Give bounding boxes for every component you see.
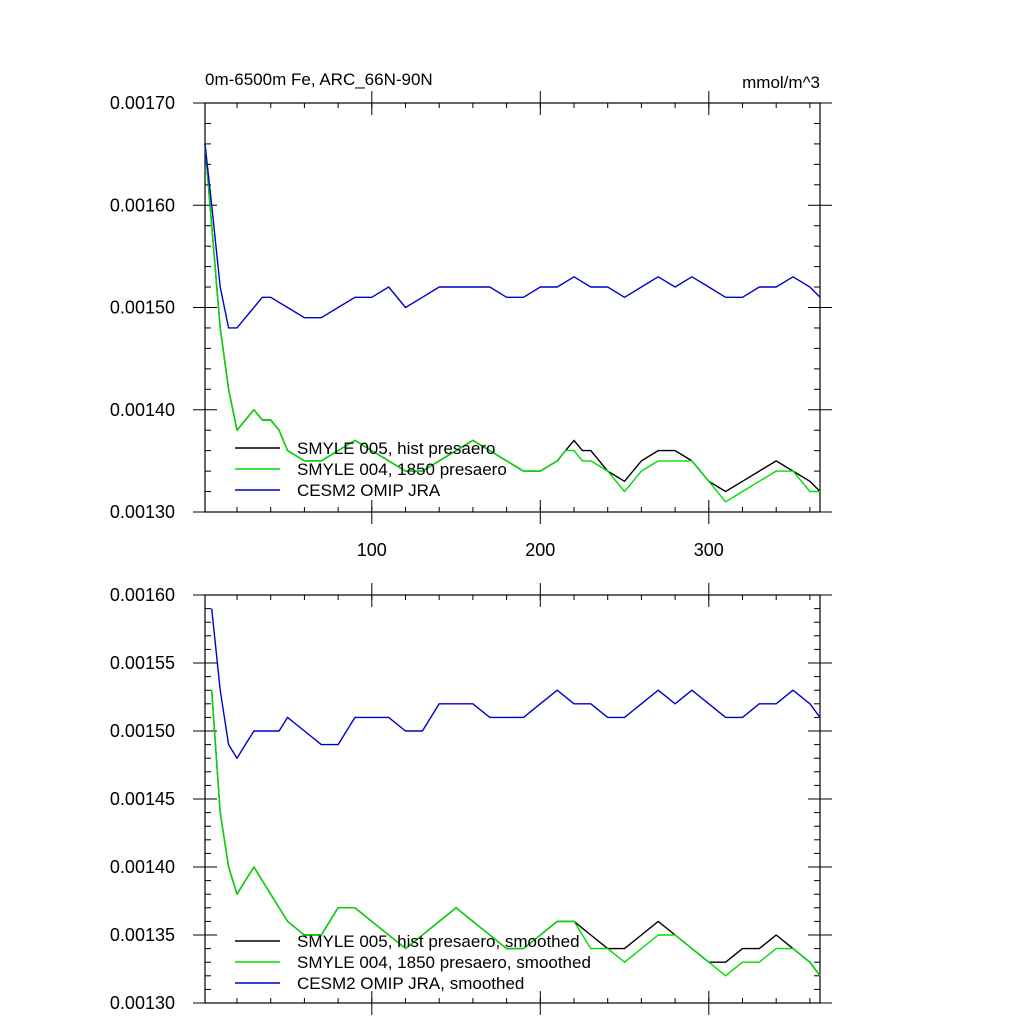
- legend-label: SMYLE 004, 1850 presaero: [297, 460, 507, 479]
- legend-label: CESM2 OMIP JRA, smoothed: [297, 974, 524, 993]
- x-tick-label: 100: [357, 540, 387, 560]
- y-tick-label: 0.00130: [110, 993, 175, 1013]
- y-tick-label: 0.00145: [110, 789, 175, 809]
- y-tick-label: 0.00130: [110, 502, 175, 522]
- x-tick-label: 200: [525, 540, 555, 560]
- series-line-2: [204, 143, 820, 503]
- legend-label: SMYLE 005, hist presaero: [297, 439, 495, 458]
- y-tick-label: 0.00160: [110, 195, 175, 215]
- series-line-2: [211, 690, 821, 977]
- chart-units: mmol/m^3: [742, 73, 820, 92]
- y-tick-label: 0.00160: [110, 585, 175, 605]
- y-tick-label: 0.00140: [110, 857, 175, 877]
- y-tick-label: 0.00135: [110, 925, 175, 945]
- legend-label: SMYLE 005, hist presaero, smoothed: [297, 932, 580, 951]
- series-line-3: [204, 143, 821, 329]
- y-tick-label: 0.00155: [110, 653, 175, 673]
- top-panel: 100 200 300 0.00130 0.00140 0.00150 0.00160 0.0…: [110, 91, 832, 560]
- series-line-3: [211, 608, 821, 759]
- y-tick-label: 0.00150: [110, 721, 175, 741]
- x-tick-label: 300: [694, 540, 724, 560]
- legend-label: SMYLE 004, 1850 presaero, smoothed: [297, 953, 591, 972]
- chart-title: 0m-6500m Fe, ARC_66N-90N: [205, 70, 433, 89]
- bottom-panel: 0.00130 0.00135 0.00140 0.00145 0.00150 0.001…: [110, 583, 832, 1015]
- y-tick-label: 0.00150: [110, 298, 175, 318]
- legend-label: CESM2 OMIP JRA: [297, 481, 441, 500]
- y-tick-label: 0.00140: [110, 400, 175, 420]
- y-tick-label: 0.00170: [110, 93, 175, 113]
